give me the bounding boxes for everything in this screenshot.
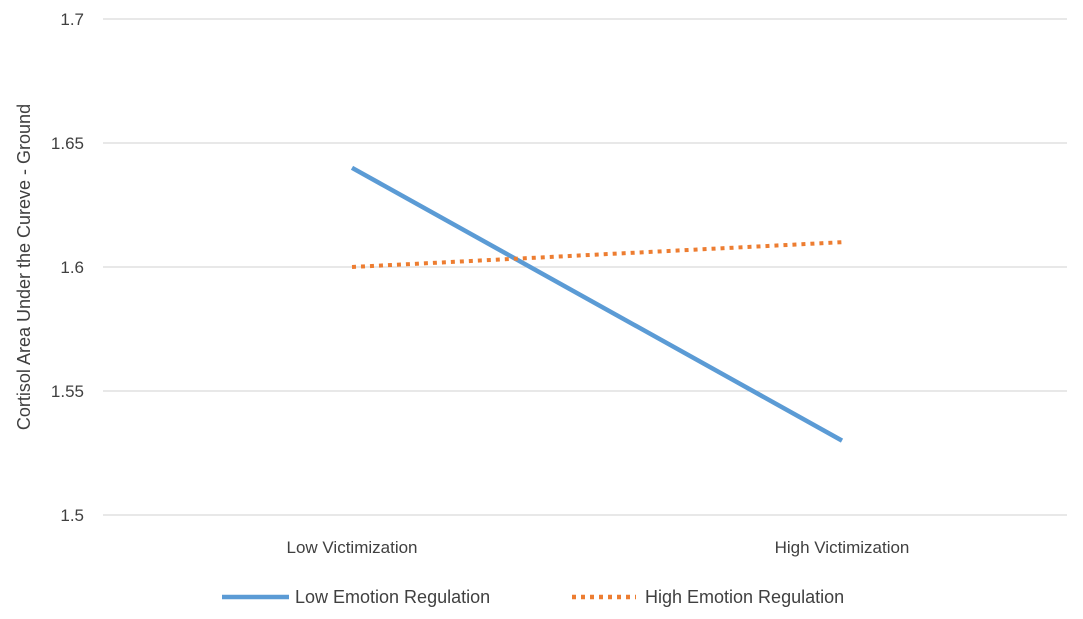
y-tick-label: 1.7 — [60, 10, 84, 29]
legend-label: Low Emotion Regulation — [295, 587, 490, 607]
x-tick-label: High Victimization — [775, 538, 910, 557]
y-axis-ticks: 1.5 1.55 1.6 1.65 1.7 — [51, 10, 84, 525]
legend-label: High Emotion Regulation — [645, 587, 844, 607]
series-line-high-emotion-regulation — [351, 240, 843, 269]
x-axis-ticks: Low Victimization High Victimization — [286, 538, 909, 557]
y-tick-label: 1.65 — [51, 134, 84, 153]
x-tick-label: Low Victimization — [286, 538, 417, 557]
y-tick-label: 1.5 — [60, 506, 84, 525]
gridlines — [103, 18, 1067, 516]
y-tick-label: 1.6 — [60, 258, 84, 277]
series-line-low-emotion-regulation — [350, 165, 844, 443]
y-axis-title: Cortisol Area Under the Cureve - Ground — [14, 104, 34, 430]
series-lines — [350, 165, 844, 443]
y-tick-label: 1.55 — [51, 382, 84, 401]
legend: Low Emotion Regulation High Emotion Regul… — [222, 587, 844, 607]
